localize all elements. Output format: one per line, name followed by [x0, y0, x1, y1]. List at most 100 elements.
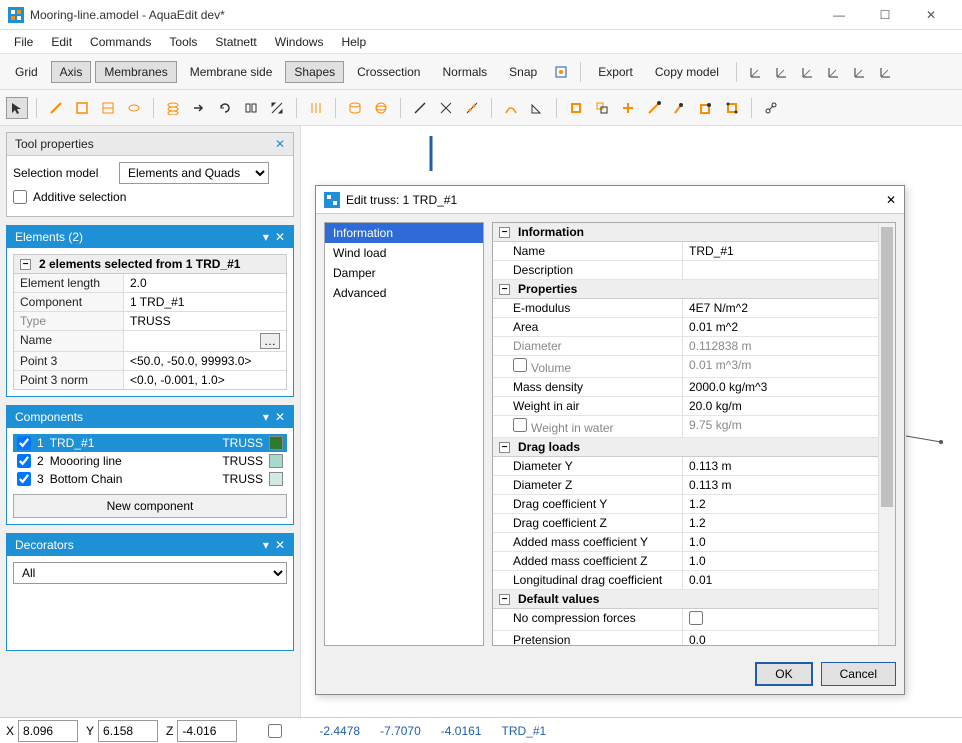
component-row[interactable]: 3Bottom ChainTRUSS [13, 470, 287, 488]
selection-model-select[interactable]: Elements and Quads [119, 162, 269, 184]
nav-damper[interactable]: Damper [325, 263, 483, 283]
stack-icon[interactable] [162, 97, 184, 119]
ok-button[interactable]: OK [755, 662, 812, 686]
scrollbar[interactable] [878, 223, 895, 645]
prop-value[interactable]: 4E7 N/m^2 [683, 299, 895, 317]
view-xy-icon[interactable] [745, 61, 767, 83]
minimize-button[interactable]: — [816, 0, 862, 30]
edit-angle-icon[interactable] [669, 97, 691, 119]
prop-value[interactable]: … [124, 331, 286, 351]
y-input[interactable] [98, 720, 158, 742]
collapse-icon[interactable]: ▾ [263, 230, 269, 244]
row-checkbox[interactable] [513, 358, 527, 372]
button-copy-model[interactable]: Copy model [646, 61, 728, 83]
cross-icon[interactable] [435, 97, 457, 119]
close-button[interactable]: ✕ [908, 0, 954, 30]
arc-icon[interactable] [500, 97, 522, 119]
rect2-icon[interactable] [97, 97, 119, 119]
component-checkbox[interactable] [17, 472, 31, 486]
component-checkbox[interactable] [17, 454, 31, 468]
scale-icon[interactable] [266, 97, 288, 119]
component-swatch[interactable] [269, 436, 283, 450]
view-zy-icon[interactable] [823, 61, 845, 83]
x-input[interactable] [18, 720, 78, 742]
prop-value[interactable]: 1.0 [683, 533, 895, 551]
edit-sq-icon[interactable] [721, 97, 743, 119]
collapse-icon[interactable]: ▾ [263, 410, 269, 424]
prop-value[interactable]: 9.75 kg/m [683, 416, 895, 437]
close-icon[interactable]: ✕ [275, 538, 285, 552]
menu-edit[interactable]: Edit [43, 33, 80, 51]
sq2-icon[interactable] [591, 97, 613, 119]
toggle-shapes[interactable]: Shapes [285, 61, 344, 83]
row-checkbox[interactable] [513, 418, 527, 432]
new-component-button[interactable]: New component [13, 494, 287, 518]
component-swatch[interactable] [269, 454, 283, 468]
prop-value[interactable]: 0.01 m^3/m [683, 356, 895, 377]
collapse-icon[interactable]: ▾ [263, 538, 269, 552]
prop-value[interactable]: <50.0, -50.0, 99993.0> [124, 352, 286, 370]
angle-icon[interactable] [526, 97, 548, 119]
status-checkbox[interactable] [245, 724, 305, 738]
disc-icon[interactable] [123, 97, 145, 119]
prop-value[interactable] [683, 261, 895, 279]
z-input[interactable] [177, 720, 237, 742]
prop-value[interactable]: TRD_#1 [683, 242, 895, 260]
nav-wind-load[interactable]: Wind load [325, 243, 483, 263]
sq1-icon[interactable] [565, 97, 587, 119]
view-persp-icon[interactable] [875, 61, 897, 83]
divide-icon[interactable] [461, 97, 483, 119]
component-checkbox[interactable] [17, 436, 31, 450]
ellipsis-button[interactable]: … [260, 333, 280, 349]
prop-value[interactable]: 0.112838 m [683, 337, 895, 355]
prop-value[interactable]: 0.0 [683, 631, 895, 646]
toggle-normals[interactable]: Normals [433, 61, 496, 83]
prop-value[interactable]: 2000.0 kg/m^3 [683, 378, 895, 396]
bars-icon[interactable] [305, 97, 327, 119]
close-icon[interactable]: ✕ [275, 137, 285, 151]
menu-file[interactable]: File [6, 33, 41, 51]
prop-value[interactable]: 1.2 [683, 514, 895, 532]
prop-value[interactable]: 0.01 [683, 571, 895, 589]
additive-checkbox[interactable] [13, 190, 27, 204]
prop-value[interactable]: 2.0 [124, 274, 286, 292]
menu-commands[interactable]: Commands [82, 33, 159, 51]
toggle-snap[interactable]: Snap [500, 61, 546, 83]
cancel-button[interactable]: Cancel [821, 662, 896, 686]
prop-value[interactable]: <0.0, -0.001, 1.0> [124, 371, 286, 389]
toggle-membranes[interactable]: Membranes [95, 61, 176, 83]
nav-advanced[interactable]: Advanced [325, 283, 483, 303]
rotate-icon[interactable] [214, 97, 236, 119]
prop-value[interactable]: 20.0 kg/m [683, 397, 895, 415]
prop-value[interactable]: TRUSS [124, 312, 286, 330]
edit-line-icon[interactable] [643, 97, 665, 119]
toggle-grid[interactable]: Grid [6, 61, 47, 83]
prop-value[interactable] [683, 609, 895, 630]
group-information[interactable]: −Information [493, 223, 895, 242]
close-icon[interactable]: ✕ [886, 193, 896, 207]
prop-value[interactable]: 0.01 m^2 [683, 318, 895, 336]
rect-icon[interactable] [71, 97, 93, 119]
component-row[interactable]: 1TRD_#1TRUSS [13, 434, 287, 452]
toggle-crossection[interactable]: Crossection [348, 61, 429, 83]
cyl-icon[interactable] [344, 97, 366, 119]
mirror-icon[interactable] [240, 97, 262, 119]
toggle-membrane-side[interactable]: Membrane side [181, 61, 282, 83]
pointer-icon[interactable] [6, 97, 28, 119]
view-yz-icon[interactable] [797, 61, 819, 83]
plus-icon[interactable] [617, 97, 639, 119]
arrow-icon[interactable] [188, 97, 210, 119]
menu-tools[interactable]: Tools [161, 33, 205, 51]
component-row[interactable]: 2Moooring lineTRUSS [13, 452, 287, 470]
close-icon[interactable]: ✕ [275, 410, 285, 424]
snap-config-icon[interactable] [550, 61, 572, 83]
line-icon[interactable] [45, 97, 67, 119]
menu-help[interactable]: Help [333, 33, 374, 51]
value-checkbox[interactable] [689, 611, 703, 625]
view-iso-icon[interactable] [849, 61, 871, 83]
close-icon[interactable]: ✕ [275, 230, 285, 244]
view-xz-icon[interactable] [771, 61, 793, 83]
component-swatch[interactable] [269, 472, 283, 486]
edit-rect-icon[interactable] [695, 97, 717, 119]
link-icon[interactable] [760, 97, 782, 119]
